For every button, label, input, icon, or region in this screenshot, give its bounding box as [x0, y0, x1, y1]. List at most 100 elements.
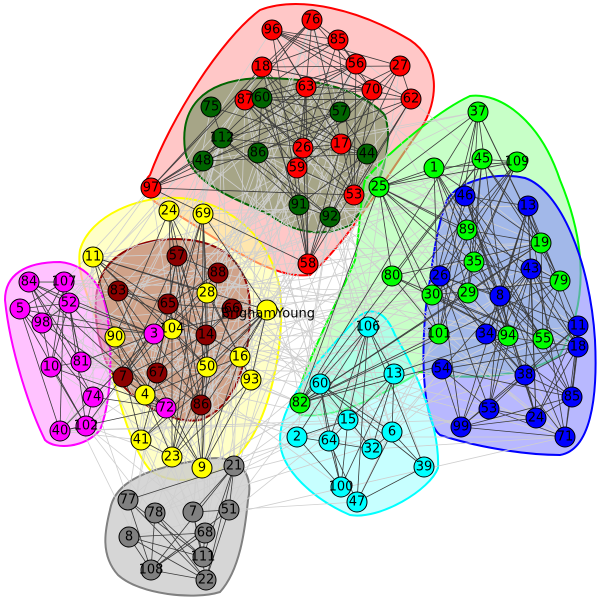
node-label: 18 [570, 340, 587, 355]
node-label: 88 [210, 266, 227, 281]
intra-community-edge [19, 308, 61, 432]
node-label: 4 [141, 388, 149, 403]
intra-community-edge [378, 186, 544, 340]
intra-community-edge [171, 213, 204, 458]
inter-community-edge [128, 152, 259, 538]
intra-community-edge [460, 205, 529, 428]
node-circle [423, 157, 445, 179]
intra-community-edge [391, 275, 440, 335]
node-circle [31, 312, 53, 334]
intra-community-edge [167, 303, 233, 310]
node-18b: 18 [567, 336, 589, 358]
node-23: 23 [161, 446, 183, 468]
node-label: 80 [384, 269, 401, 284]
node-43: 43 [520, 258, 542, 280]
intra-community-edge [433, 167, 440, 335]
node-106: 106 [356, 316, 380, 338]
intra-community-edge [122, 303, 169, 378]
node-47: 47 [346, 491, 368, 513]
intra-community-edge [154, 512, 207, 581]
node-112: 112 [210, 127, 234, 149]
node-circle [561, 386, 583, 408]
node-label: 102 [74, 419, 99, 434]
node-label: 34 [478, 327, 495, 342]
node-3b [256, 299, 278, 321]
node-label: 53 [346, 188, 363, 203]
node-85b: 85 [561, 386, 583, 408]
node-label: 101 [427, 327, 452, 342]
node-circle [118, 526, 140, 548]
intra-community-edge [319, 383, 425, 468]
intra-community-edge [202, 153, 368, 162]
node-78: 78 [144, 502, 166, 524]
node-68: 68 [194, 522, 216, 544]
node-label: 18 [254, 60, 271, 75]
node-circle [192, 203, 214, 225]
node-label: 28 [199, 286, 216, 301]
node-label: 25 [371, 180, 388, 195]
intra-community-edge [92, 396, 167, 409]
intra-community-edge [192, 511, 207, 581]
intra-community-edge [441, 268, 532, 370]
node-107: 107 [52, 271, 76, 293]
inter-community-edge [85, 425, 194, 513]
node-28: 28 [196, 282, 218, 304]
node-label: 55 [535, 332, 552, 347]
node-circle [155, 397, 177, 419]
intra-community-edge [298, 153, 368, 206]
node-label: 76 [304, 13, 321, 28]
intra-community-edge [524, 268, 532, 376]
node-label: 8 [496, 289, 504, 304]
node-52: 52 [58, 292, 80, 314]
intra-community-edge [261, 66, 412, 100]
node-60: 60 [251, 87, 273, 109]
intra-community-edge [353, 98, 412, 196]
node-label: 63 [298, 80, 315, 95]
intra-community-edge [150, 187, 355, 196]
intra-community-edge [378, 186, 475, 263]
node-30: 30 [421, 284, 443, 306]
inter-community-edge [144, 137, 223, 396]
intra-community-edge [154, 512, 204, 558]
intra-community-edge [464, 195, 529, 207]
node-circle [49, 420, 71, 442]
inter-community-edge [329, 216, 369, 328]
node-circle [286, 426, 308, 448]
node-circle [497, 325, 519, 347]
intra-community-edge [527, 205, 579, 327]
node-label: 39 [416, 460, 433, 475]
intra-community-edge [92, 256, 208, 368]
node-82: 82 [289, 392, 311, 414]
node-label: 44 [359, 147, 376, 162]
node-circle [457, 282, 479, 304]
node-circle [456, 219, 478, 241]
inter-community-edge [299, 143, 342, 404]
intra-community-edge [171, 292, 208, 458]
node-circle [345, 53, 367, 75]
node-circle [475, 323, 497, 345]
node-label: 71 [557, 430, 574, 445]
inter-community-edge [228, 195, 466, 511]
node-91: 91 [288, 194, 310, 216]
intra-community-edge [296, 326, 369, 438]
intra-community-edge [261, 97, 300, 206]
intra-community-edge [140, 356, 241, 441]
intra-community-edge [114, 210, 170, 338]
intra-community-edge [221, 137, 300, 206]
node-circle [288, 194, 310, 216]
node-92: 92 [319, 206, 341, 228]
intra-community-edge [378, 186, 440, 335]
inter-community-edge [311, 19, 373, 450]
node-1: 1 [423, 157, 445, 179]
node-label: 13 [520, 199, 537, 214]
intra-community-edge [92, 256, 173, 330]
node-circle [195, 569, 217, 591]
node-3: 3 [143, 323, 165, 345]
node-32: 32 [361, 438, 383, 460]
node-101: 101 [427, 323, 452, 345]
node-label: 65 [160, 297, 177, 312]
intra-community-edge [261, 97, 341, 113]
node-label: 67 [149, 366, 166, 381]
inter-community-edge [371, 436, 566, 450]
node-75: 75 [200, 96, 222, 118]
